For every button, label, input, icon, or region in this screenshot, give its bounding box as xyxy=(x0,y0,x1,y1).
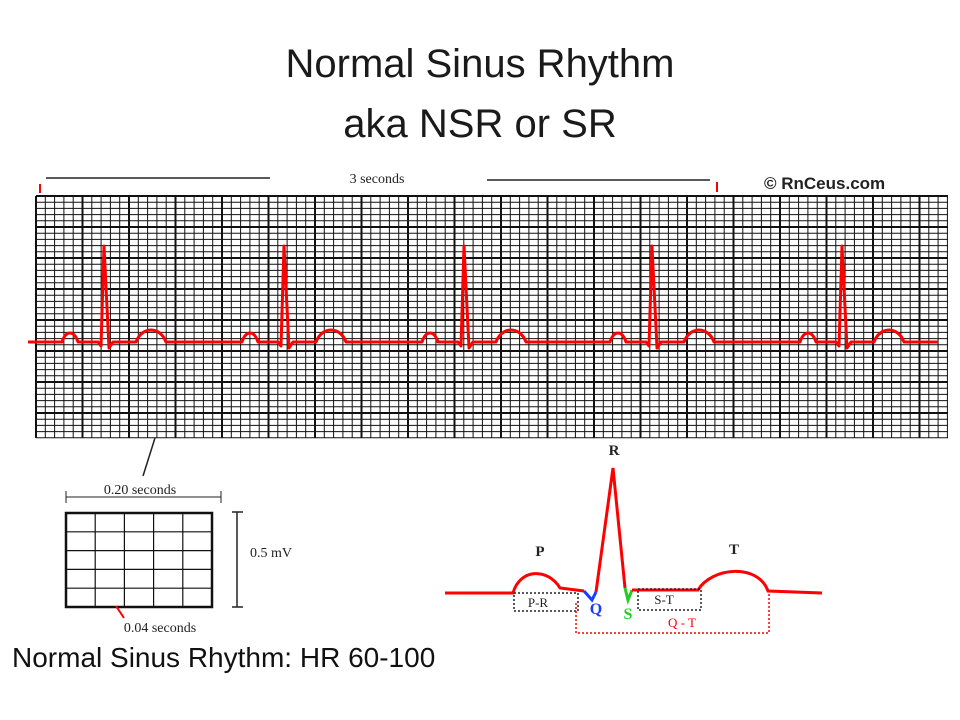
pr-interval-box xyxy=(513,592,579,612)
p-label: P xyxy=(535,544,544,560)
ecg-grid xyxy=(35,195,948,439)
small-box-grid xyxy=(64,511,214,609)
caption: Normal Sinus Rhythm: HR 60-100 xyxy=(12,642,436,673)
pqrst-complex: P R T Q S P-R S-T Q - T xyxy=(445,443,823,634)
small-square-label: 0.04 seconds xyxy=(124,621,196,636)
small-box-lines xyxy=(65,512,213,608)
page-title: Normal Sinus Rhythm xyxy=(285,42,675,86)
r-wave xyxy=(594,467,627,593)
st-interval-box xyxy=(637,588,702,611)
grid-major-lines xyxy=(35,195,948,438)
st-label: S-T xyxy=(654,592,674,607)
duration-label: 3 seconds xyxy=(350,172,405,187)
grid-lines xyxy=(35,195,948,439)
big-box-detail: 0.20 seconds 0.5 mV 0.04 seconds xyxy=(64,483,292,636)
p-wave-segment xyxy=(445,572,585,595)
magnify-pointer xyxy=(142,437,156,477)
small-square-pointer xyxy=(115,605,125,619)
width-label: 0.20 seconds xyxy=(104,483,176,498)
height-label: 0.5 mV xyxy=(250,546,292,561)
q-wave xyxy=(582,590,598,603)
small-box-border xyxy=(64,511,214,609)
page-subtitle: aka NSR or SR xyxy=(343,102,617,146)
s-label: S xyxy=(624,606,633,623)
t-wave-segment xyxy=(632,569,823,595)
pr-label: P-R xyxy=(528,595,549,610)
r-label: R xyxy=(609,443,620,459)
s-wave xyxy=(623,587,634,605)
ecg-strip: 3 seconds © RnCeus.com xyxy=(28,172,948,477)
qt-label: Q - T xyxy=(668,615,696,630)
q-label: Q xyxy=(590,601,602,618)
copyright-label: © RnCeus.com xyxy=(764,174,885,193)
ecg-trace xyxy=(28,244,938,350)
t-label: T xyxy=(729,542,739,558)
